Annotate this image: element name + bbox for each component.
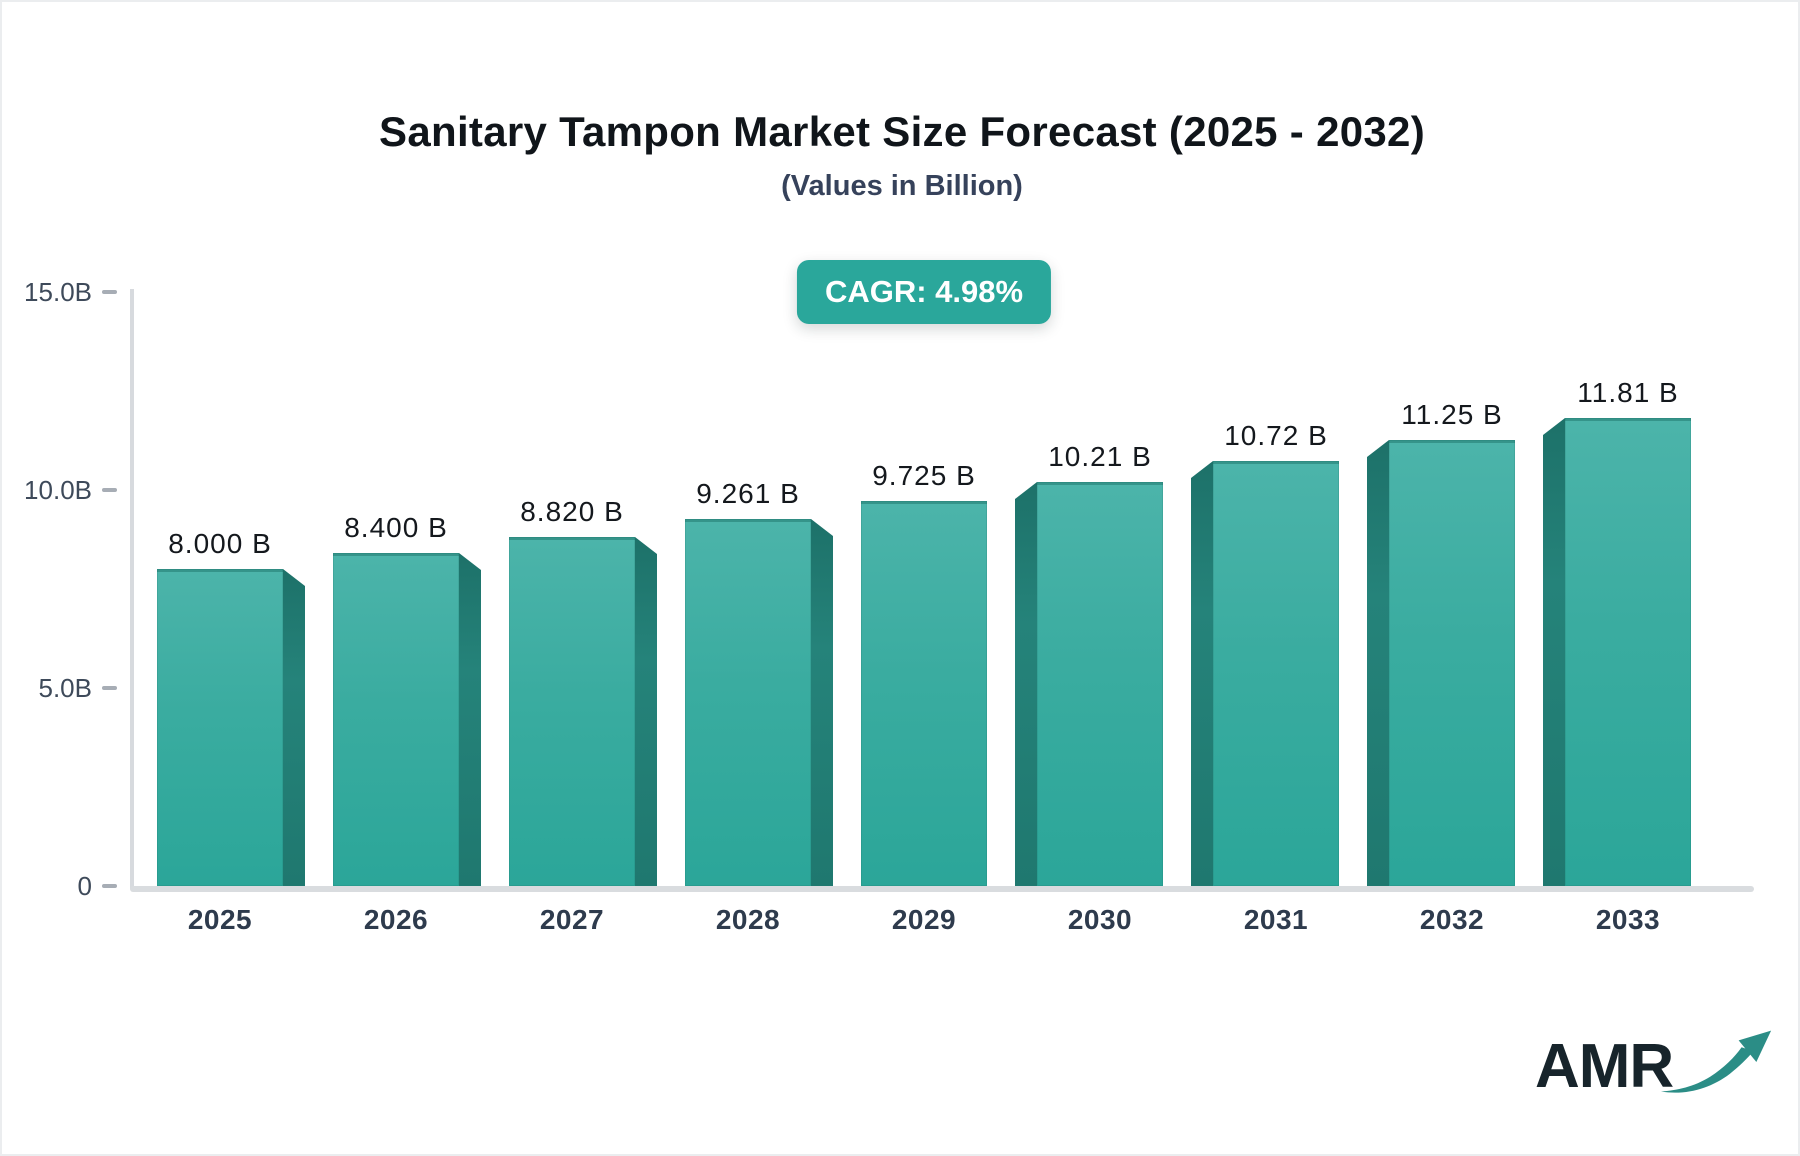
- bar-value-label: 8.400 B: [344, 512, 448, 543]
- y-tick-mark: [102, 884, 117, 888]
- bar-column: 9.725 B: [836, 292, 1012, 886]
- bar-2027: 8.820 B: [509, 496, 657, 886]
- bar-3d-side: [459, 553, 481, 886]
- bar-value-label: 8.820 B: [520, 496, 624, 527]
- x-axis-label: 2029: [891, 904, 957, 935]
- bar-3d-side: [635, 537, 657, 886]
- chart-subtitle: (Values in Billion): [781, 170, 1023, 202]
- bar-2031: 10.72 B: [1191, 420, 1339, 886]
- amr-logo-text: AMR: [1535, 1032, 1674, 1101]
- cagr-badge: CAGR: 4.98%: [796, 260, 1052, 324]
- bar-column: 8.820 B: [484, 292, 660, 886]
- bar-column: 8.000 B: [132, 292, 308, 886]
- y-tick-mark: [102, 488, 117, 492]
- bar-2029: 9.725 B: [861, 460, 987, 886]
- chart-title: Sanitary Tampon Market Size Forecast (20…: [379, 108, 1425, 155]
- bar-value-label: 11.25 B: [1401, 399, 1503, 430]
- x-axis-labels: 2025 2026 2027 2028 2029 2030 2031 2032 2033: [132, 904, 1716, 936]
- bar-3d-side: [1543, 418, 1565, 886]
- bar-3d-side: [1367, 440, 1389, 886]
- amr-logo: AMR: [1535, 1028, 1777, 1098]
- bar-3d-side: [1015, 482, 1037, 886]
- bar-3d-side: [811, 519, 833, 886]
- bar-2032: 11.25 B: [1367, 399, 1515, 886]
- x-axis-label: 2033: [1595, 904, 1661, 935]
- y-tick-label: 10.0B: [24, 475, 92, 505]
- bar-value-label: 10.21 B: [1048, 441, 1152, 472]
- bar-2028: 9.261 B: [685, 478, 833, 886]
- y-tick-mark: [102, 686, 117, 690]
- bar-value-label: 9.261 B: [696, 478, 800, 509]
- bar-2025: 8.000 B: [157, 528, 305, 886]
- bar-column: 11.81 B: [1540, 292, 1716, 886]
- x-axis-label: 2025: [187, 904, 253, 935]
- bar-value-label: 8.000 B: [168, 528, 272, 559]
- y-tick-label: 0: [77, 871, 92, 901]
- y-axis-line: [130, 289, 134, 889]
- y-tick-mark: [102, 290, 117, 294]
- x-axis-label: 2028: [715, 904, 781, 935]
- x-axis-label: 2032: [1419, 904, 1485, 935]
- x-axis-line: [130, 886, 1754, 892]
- x-axis-label: 2031: [1243, 904, 1309, 935]
- bar-2030: 10.21 B: [1015, 441, 1163, 886]
- growth-arrow-icon: [1661, 1030, 1772, 1093]
- chart-header: Sanitary Tampon Market Size Forecast (20…: [26, 108, 1778, 203]
- bar-value-label: 11.81 B: [1577, 377, 1679, 408]
- y-tick-label: 5.0B: [38, 673, 93, 703]
- bar-column: 8.400 B: [308, 292, 484, 886]
- bar-value-label: 9.725 B: [872, 460, 976, 491]
- bar-3d-side: [1191, 461, 1213, 886]
- bar-2026: 8.400 B: [333, 512, 481, 886]
- bar-value-label: 10.72 B: [1224, 420, 1328, 451]
- bars-row: 8.000 B 8.400 B 8.820 B 9.261 B 9.725 B 10.21…: [132, 292, 1716, 886]
- bar-column: 11.25 B: [1364, 292, 1540, 886]
- x-axis-label: 2027: [539, 904, 605, 935]
- bar-2033: 11.81 B: [1543, 377, 1691, 886]
- x-axis-label: 2030: [1067, 904, 1133, 935]
- bar-column: 9.261 B: [660, 292, 836, 886]
- x-axis-label: 2026: [363, 904, 429, 935]
- bar-column: 10.72 B: [1188, 292, 1364, 886]
- bar-column: 10.21 B: [1012, 292, 1188, 886]
- bar-3d-side: [283, 569, 305, 886]
- y-tick-label: 15.0B: [24, 277, 92, 307]
- plot-area: 8.000 B 8.400 B 8.820 B 9.261 B 9.725 B 10.21…: [132, 292, 1716, 886]
